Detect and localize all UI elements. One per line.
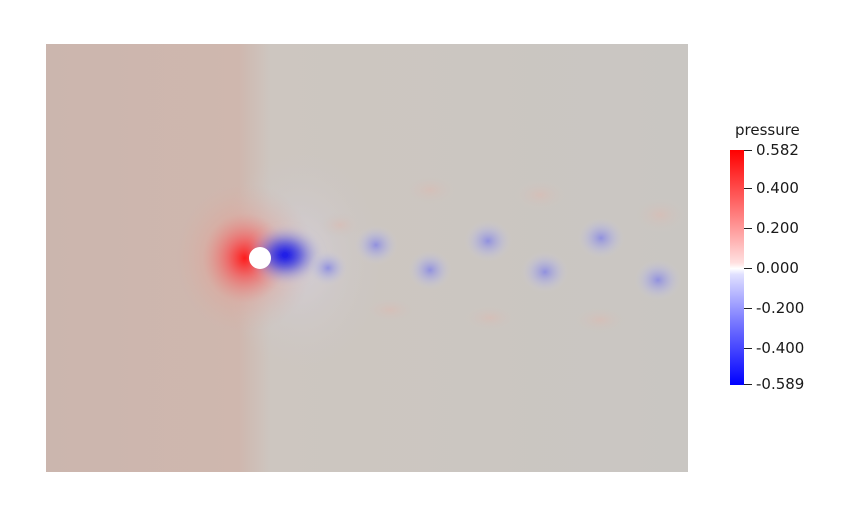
legend-tick	[744, 268, 752, 269]
legend-label: -0.200	[756, 299, 805, 317]
upstream-high-pressure	[175, 183, 315, 333]
legend-tick	[744, 188, 752, 189]
cylinder-obstacle	[249, 247, 271, 269]
legend-title: pressure	[735, 121, 800, 139]
near-wake-low-pressure	[247, 225, 323, 285]
wake-pink-patches	[318, 174, 688, 334]
legend-color-bar	[730, 150, 744, 385]
legend-label: 0.000	[756, 259, 799, 277]
legend-label: 0.200	[756, 219, 799, 237]
legend-tick-min	[744, 384, 752, 385]
legend-label-min: -0.589	[756, 375, 805, 393]
legend-tick	[744, 348, 752, 349]
legend-tick	[744, 228, 752, 229]
vortex-street	[308, 217, 682, 301]
legend-label: -0.400	[756, 339, 805, 357]
legend-tick	[744, 308, 752, 309]
legend-label-max: 0.582	[756, 141, 799, 159]
legend-label: 0.400	[756, 179, 799, 197]
legend-tick-max	[744, 150, 752, 151]
